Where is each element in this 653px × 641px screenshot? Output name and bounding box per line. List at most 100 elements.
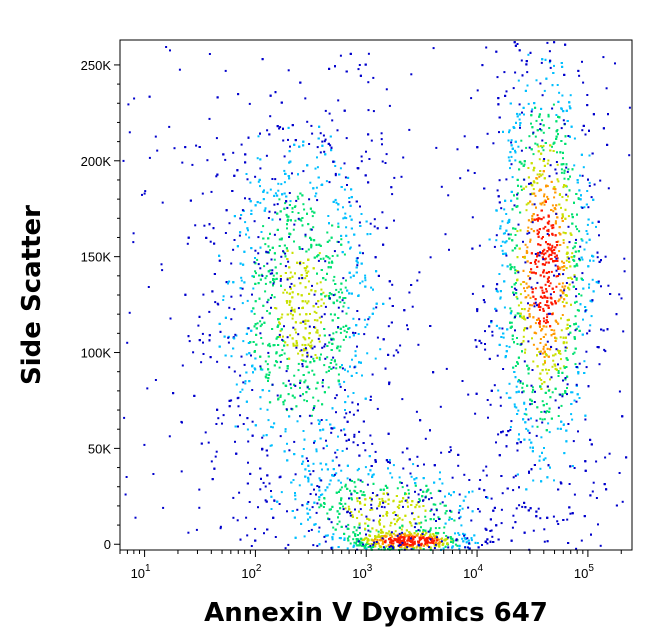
density-dot: [590, 533, 592, 536]
density-dot: [393, 537, 396, 540]
density-dot: [335, 331, 338, 334]
density-dot: [554, 255, 557, 258]
density-dot: [344, 286, 347, 289]
density-dot: [411, 538, 414, 541]
density-dot: [569, 265, 572, 268]
density-dot: [536, 319, 538, 321]
density-dot: [275, 352, 278, 355]
density-dot: [573, 201, 575, 204]
density-dot: [329, 362, 332, 364]
density-dot: [532, 153, 535, 156]
density-dot: [392, 354, 395, 357]
density-dot: [420, 542, 423, 545]
density-dot: [380, 138, 383, 141]
density-dot: [439, 471, 441, 474]
density-dot: [289, 312, 292, 315]
density-dot: [206, 159, 209, 162]
density-dot: [573, 137, 576, 140]
density-dot: [307, 343, 310, 346]
density-dot: [442, 531, 445, 534]
density-dot: [544, 252, 547, 255]
density-dot: [357, 478, 360, 481]
density-dot: [219, 330, 222, 333]
density-dot: [214, 455, 217, 458]
density-dot: [331, 119, 334, 122]
density-dot: [291, 275, 294, 278]
density-dot: [526, 230, 529, 232]
density-dot: [543, 164, 546, 167]
density-dot: [553, 207, 556, 210]
density-dot: [529, 238, 532, 241]
density-dot: [349, 542, 352, 545]
density-dot: [213, 242, 216, 245]
density-dot: [588, 154, 591, 157]
density-dot: [502, 336, 505, 339]
density-dot: [312, 462, 315, 465]
density-dot: [429, 527, 432, 530]
density-dot: [555, 254, 558, 257]
density-dot: [475, 392, 478, 395]
density-dot: [553, 41, 556, 44]
density-dot: [508, 218, 511, 221]
density-dot: [269, 188, 272, 191]
density-dot: [573, 164, 576, 167]
density-dot: [561, 301, 564, 303]
density-dot: [549, 396, 552, 399]
density-dot: [583, 248, 586, 251]
density-dot: [313, 373, 316, 376]
density-dot: [450, 537, 452, 540]
density-dot: [304, 338, 307, 341]
density-dot: [586, 223, 589, 226]
density-dot: [540, 174, 543, 177]
density-dot: [326, 534, 329, 537]
density-dot: [516, 413, 519, 415]
density-dot: [282, 251, 285, 254]
density-dot: [563, 287, 566, 290]
density-dot: [377, 533, 380, 536]
density-dot: [315, 311, 318, 314]
density-dot: [525, 282, 528, 285]
density-dot: [275, 277, 278, 280]
density-dot: [531, 337, 533, 340]
density-dot: [401, 451, 404, 454]
density-dot: [492, 509, 495, 512]
density-dot: [289, 287, 292, 290]
density-dot: [527, 294, 530, 297]
density-dot: [543, 89, 546, 92]
density-dot: [352, 538, 355, 541]
density-dot: [239, 538, 242, 541]
density-dot: [578, 259, 581, 262]
density-dot: [335, 491, 338, 494]
density-dot: [377, 505, 380, 508]
density-dot: [508, 129, 511, 132]
density-dot: [330, 508, 332, 511]
density-dot: [241, 388, 244, 391]
density-dot: [544, 353, 547, 356]
density-dot: [576, 309, 579, 312]
density-dot: [510, 420, 513, 423]
density-dot: [556, 84, 559, 86]
density-dot: [315, 448, 318, 451]
density-dot: [385, 513, 388, 516]
density-dot: [345, 312, 348, 315]
density-dot: [291, 291, 294, 294]
density-dot: [378, 523, 381, 526]
density-dot: [573, 351, 576, 354]
density-dot: [562, 163, 565, 166]
density-dot: [247, 440, 250, 443]
density-dot: [382, 243, 385, 246]
density-dot: [392, 548, 395, 551]
density-dot: [292, 228, 295, 231]
density-dot: [596, 251, 599, 254]
density-dot: [300, 359, 303, 362]
density-dot: [251, 275, 254, 278]
density-dot: [299, 282, 302, 285]
density-dot: [144, 190, 147, 193]
density-dot: [369, 233, 372, 235]
density-dot: [366, 541, 369, 544]
density-dot: [592, 259, 595, 262]
density-dot: [210, 190, 213, 193]
density-dot: [433, 537, 436, 540]
density-dot: [544, 304, 547, 306]
density-dot: [218, 259, 221, 262]
